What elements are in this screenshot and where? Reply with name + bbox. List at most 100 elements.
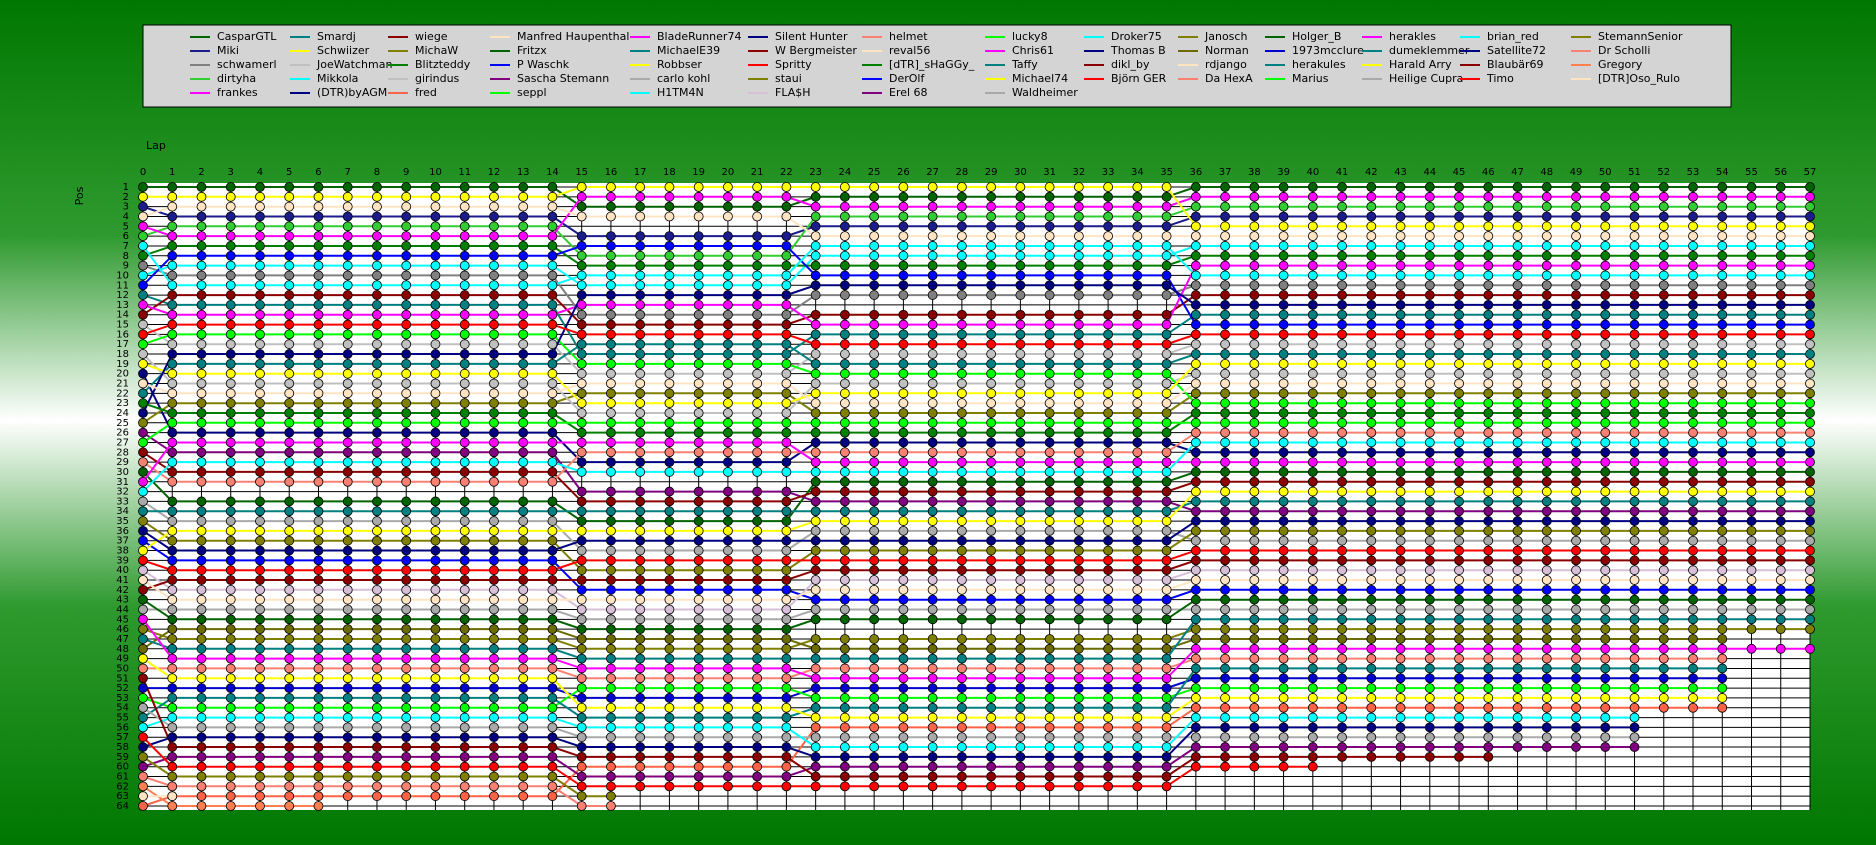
position-marker — [664, 290, 675, 300]
position-marker — [1395, 673, 1406, 684]
position-marker — [138, 398, 148, 409]
position-marker — [1688, 467, 1698, 477]
position-marker — [1571, 358, 1581, 369]
position-marker — [839, 191, 850, 202]
x-tick-label: 6 — [315, 167, 321, 178]
legend-label: staui — [775, 72, 802, 85]
position-marker — [430, 339, 441, 350]
position-marker — [1366, 516, 1377, 526]
position-marker — [1278, 604, 1289, 615]
position-marker — [1775, 378, 1786, 389]
position-marker — [459, 457, 470, 468]
position-marker — [1658, 270, 1669, 281]
position-marker — [1366, 693, 1377, 703]
series-line — [142, 716, 1635, 748]
position-marker — [1249, 250, 1260, 261]
position-marker — [693, 614, 704, 625]
position-marker — [1688, 535, 1698, 546]
position-marker — [430, 751, 441, 762]
position-marker — [1044, 584, 1055, 595]
position-marker — [869, 535, 880, 546]
position-marker — [1278, 231, 1289, 242]
position-marker — [1015, 241, 1026, 251]
legend-label: Michael74 — [1012, 72, 1068, 85]
position-marker — [1366, 182, 1377, 192]
position-marker — [839, 231, 850, 242]
position-marker — [1775, 309, 1786, 320]
position-marker — [1717, 339, 1728, 350]
position-marker — [1746, 594, 1757, 605]
position-marker — [430, 182, 441, 192]
position-marker — [956, 516, 967, 526]
position-marker — [1717, 575, 1728, 585]
position-marker — [1044, 742, 1055, 752]
position-marker — [1278, 643, 1289, 654]
position-marker — [167, 742, 178, 752]
position-marker — [1161, 712, 1172, 723]
position-marker — [1161, 535, 1172, 546]
position-marker — [1483, 604, 1494, 615]
position-marker — [196, 535, 207, 546]
position-marker — [1337, 683, 1347, 693]
position-marker — [1483, 437, 1494, 448]
position-marker — [1629, 653, 1640, 664]
position-marker — [576, 535, 587, 546]
position-marker — [547, 791, 558, 802]
position-marker — [459, 702, 470, 713]
position-marker — [1161, 643, 1172, 654]
position-marker — [839, 486, 850, 497]
position-marker — [1629, 506, 1640, 517]
position-marker — [956, 457, 967, 468]
position-marker — [1307, 427, 1318, 438]
position-marker — [986, 201, 997, 212]
position-marker — [459, 624, 470, 635]
position-marker — [342, 447, 353, 458]
position-marker — [1278, 339, 1289, 350]
position-marker — [342, 378, 353, 389]
position-marker — [1366, 201, 1377, 212]
position-marker — [138, 339, 148, 350]
position-marker — [1629, 280, 1640, 291]
position-marker — [372, 427, 382, 438]
position-marker — [1073, 270, 1084, 281]
position-marker — [1307, 506, 1318, 517]
position-marker — [255, 191, 265, 202]
position-marker — [1073, 319, 1084, 330]
position-marker — [1015, 771, 1026, 782]
series-line — [142, 205, 1810, 238]
position-marker — [1190, 201, 1201, 212]
position-marker — [1600, 260, 1611, 271]
position-marker — [752, 349, 763, 359]
position-marker — [459, 643, 470, 654]
position-marker — [138, 516, 148, 526]
position-marker — [1190, 290, 1201, 300]
position-marker — [810, 467, 821, 477]
position-marker — [1658, 683, 1669, 693]
legend-label: seppl — [517, 86, 547, 99]
position-marker — [1220, 309, 1230, 320]
position-marker — [1249, 693, 1260, 703]
position-marker — [489, 624, 499, 635]
position-marker — [781, 467, 792, 477]
position-marker — [1015, 388, 1026, 399]
x-tick-label: 44 — [1423, 167, 1436, 178]
position-marker — [1220, 339, 1230, 350]
position-marker — [1132, 388, 1143, 399]
position-marker — [781, 535, 792, 546]
legend-label: W Bergmeister — [775, 44, 857, 57]
position-marker — [1073, 339, 1084, 350]
x-tick-label: 48 — [1540, 167, 1553, 178]
position-marker — [1307, 643, 1318, 654]
position-marker — [196, 447, 207, 458]
position-marker — [284, 182, 295, 192]
position-marker — [839, 693, 850, 703]
position-marker — [1746, 300, 1757, 310]
position-marker — [1307, 408, 1318, 418]
position-marker — [781, 417, 792, 428]
position-marker — [1044, 663, 1055, 674]
position-marker — [430, 437, 441, 448]
position-marker — [1044, 349, 1055, 359]
position-marker — [752, 653, 763, 664]
position-marker — [1161, 722, 1172, 733]
position-marker — [1103, 486, 1114, 497]
